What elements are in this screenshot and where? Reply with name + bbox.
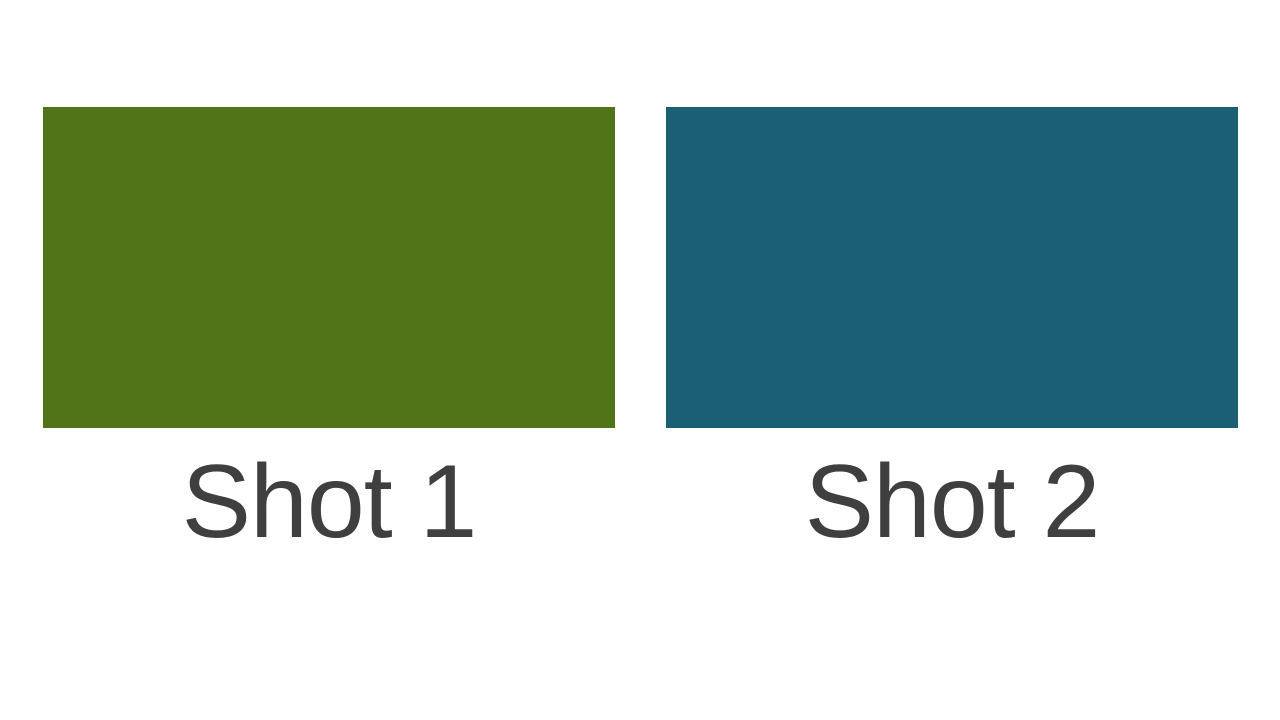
shot-1-label: Shot 1 bbox=[181, 444, 478, 560]
shot-card-2: Shot 2 bbox=[666, 107, 1238, 554]
shot-card-1: Shot 1 bbox=[43, 107, 615, 554]
shot-2-label: Shot 2 bbox=[804, 444, 1101, 560]
shot-2-color-swatch bbox=[666, 107, 1238, 428]
shot-1-color-swatch bbox=[43, 107, 615, 428]
